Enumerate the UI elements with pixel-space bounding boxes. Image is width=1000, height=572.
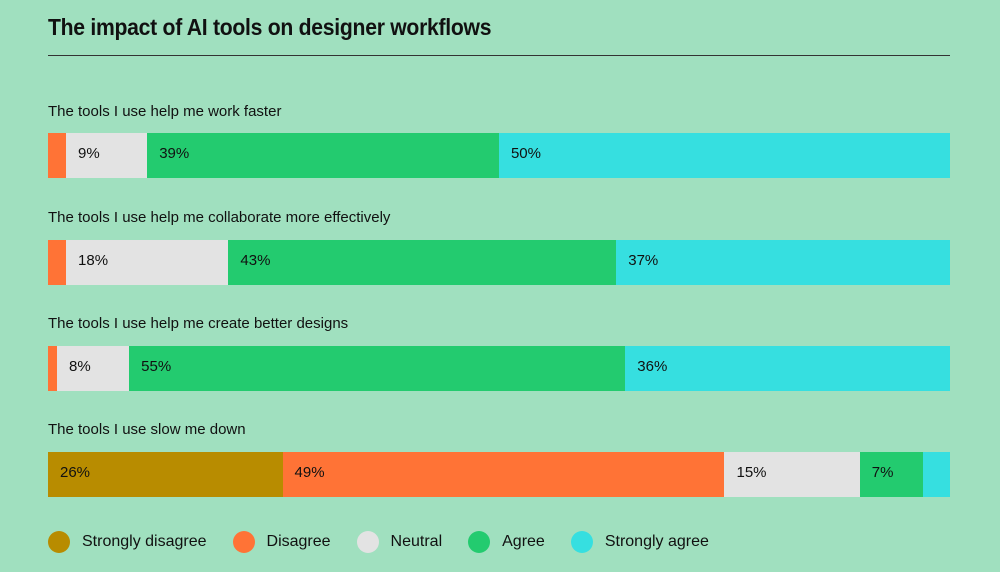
data-label: 37%	[628, 252, 659, 269]
bar-segment-strongly-agree: 36%	[625, 346, 950, 391]
data-label: 55%	[141, 358, 172, 375]
data-label: 9%	[78, 145, 100, 162]
bar-segment-agree: 7%	[859, 452, 923, 497]
bar-segment-neutral: 18%	[66, 240, 229, 285]
legend-item: Strongly disagree	[48, 531, 207, 553]
data-label: 50%	[510, 145, 541, 162]
data-label: 7%	[871, 464, 894, 481]
data-label: 39%	[159, 145, 190, 162]
legend-label: Neutral	[390, 533, 443, 550]
bar-segment-disagree: 49%	[282, 452, 725, 497]
stacked-bar: 9% 39% 50%	[48, 133, 950, 178]
bar-segment-disagree	[48, 133, 67, 178]
bar-segment-neutral: 8%	[57, 346, 130, 391]
legend-label: Strongly agree	[604, 533, 709, 550]
legend-label: Agree	[502, 533, 545, 550]
data-label: 36%	[637, 358, 668, 375]
chart-title: The impact of AI tools on designer workf…	[48, 14, 492, 40]
bar-segment-strongly-agree	[922, 452, 950, 497]
bar-segment-disagree	[48, 240, 67, 285]
row-label: The tools I use help me collaborate more…	[48, 209, 391, 226]
data-label: 15%	[736, 464, 767, 481]
bar-segment-strongly-agree: 50%	[498, 133, 950, 178]
legend-label: Disagree	[266, 533, 331, 550]
bar-segment-agree: 43%	[228, 240, 617, 285]
legend-item: Neutral	[356, 531, 443, 553]
row-label: The tools I use slow me down	[48, 421, 246, 438]
legend: Strongly disagree Disagree Neutral Agree Str…	[48, 531, 735, 553]
data-label: 8%	[69, 358, 91, 375]
bar-segment-strongly-disagree: 26%	[48, 452, 283, 497]
stacked-bar: 26% 49% 15% 7%	[48, 452, 950, 497]
legend-swatch	[232, 531, 255, 553]
data-label: 49%	[294, 464, 325, 481]
bar-segment-agree: 39%	[147, 133, 499, 178]
legend-item: Agree	[468, 531, 545, 553]
data-label: 26%	[60, 464, 91, 481]
data-label: 43%	[240, 252, 271, 269]
row-label: The tools I use help me create better de…	[48, 315, 349, 332]
row-label: The tools I use help me work faster	[48, 103, 282, 120]
legend-item: Disagree	[232, 531, 331, 553]
stacked-bar: 18% 43% 37%	[48, 240, 950, 285]
title-divider	[48, 55, 950, 56]
bar-segment-disagree	[48, 346, 58, 391]
legend-label: Strongly disagree	[82, 533, 207, 550]
legend-item: Strongly agree	[570, 531, 709, 553]
bar-segment-neutral: 15%	[724, 452, 860, 497]
legend-swatch	[356, 531, 379, 553]
bar-segment-agree: 55%	[129, 346, 626, 391]
data-label: 18%	[78, 252, 109, 269]
legend-swatch	[468, 531, 491, 553]
legend-swatch	[48, 531, 70, 553]
bar-segment-neutral: 9%	[66, 133, 148, 178]
legend-swatch	[570, 531, 593, 553]
bar-segment-strongly-agree: 37%	[616, 240, 950, 285]
stacked-bar: 8% 55% 36%	[48, 346, 950, 391]
